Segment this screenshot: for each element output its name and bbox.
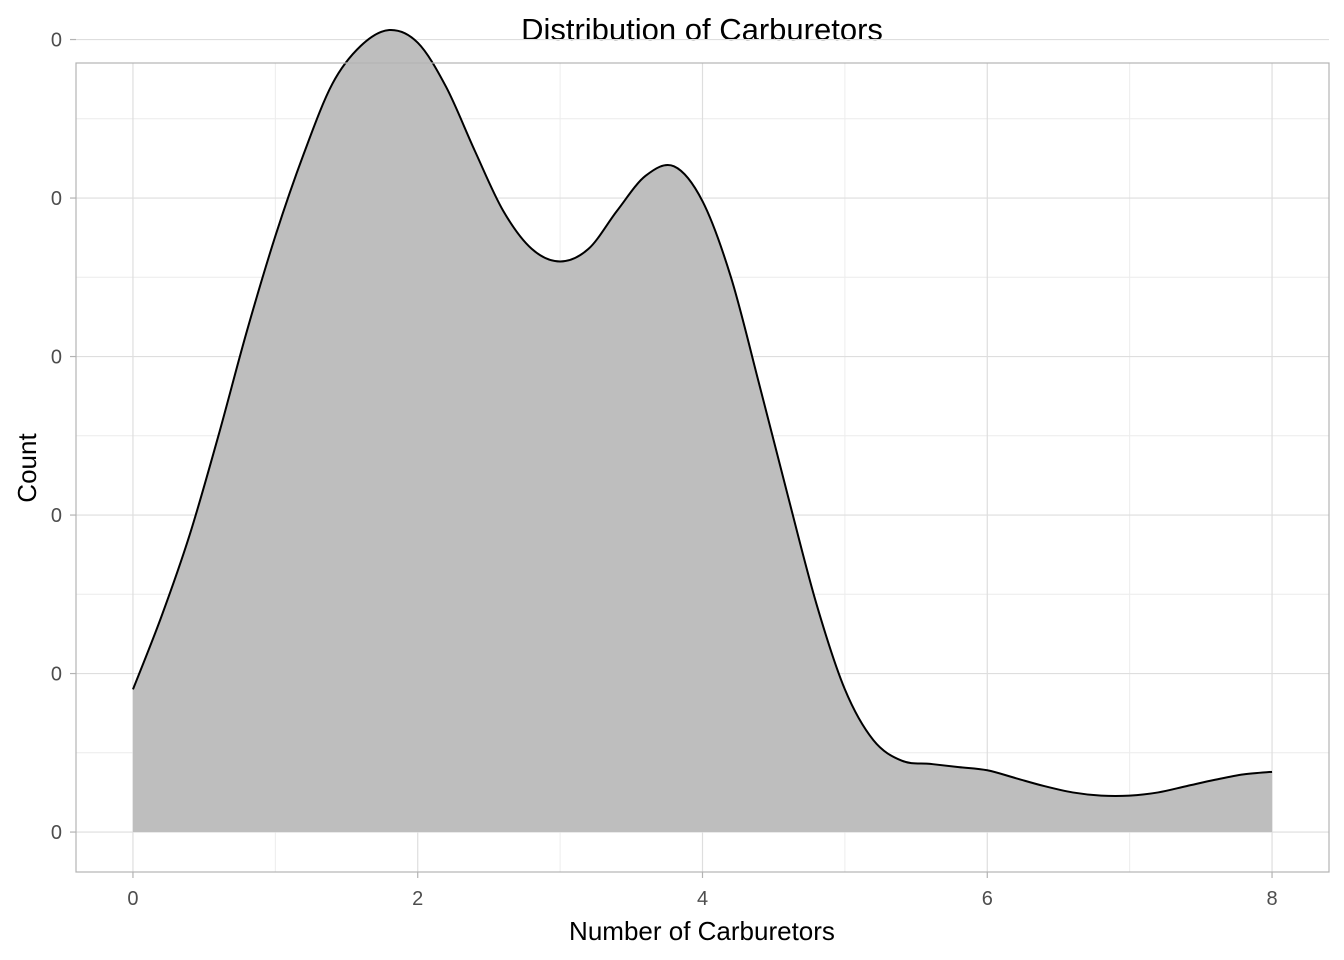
density-area: [132, 29, 1273, 833]
y-tick-label-5: 0: [51, 30, 62, 52]
x-tick-label-0: 0: [127, 888, 138, 910]
y-tick-label-4: 0: [51, 188, 62, 210]
x-axis-ticks: 0 2 4 6 8: [127, 872, 1278, 910]
x-tick-label-3: 6: [982, 888, 993, 910]
chart-title: Distribution of Carburetors: [521, 12, 883, 47]
y-tick-label-2: 0: [51, 505, 62, 527]
x-tick-label-4: 8: [1266, 888, 1277, 910]
x-tick-label-1: 2: [412, 888, 423, 910]
y-tick-label-3: 0: [51, 347, 62, 369]
density-fill: [132, 29, 1273, 833]
y-axis-title: Count: [12, 433, 42, 503]
x-tick-label-2: 4: [697, 888, 708, 910]
x-axis-title: Number of Carburetors: [569, 916, 835, 946]
y-tick-label-1: 0: [51, 664, 62, 686]
density-line: [132, 29, 1273, 797]
y-tick-label-0: 0: [51, 822, 62, 844]
y-axis-ticks: 0 0 0 0 0 0: [51, 30, 76, 844]
